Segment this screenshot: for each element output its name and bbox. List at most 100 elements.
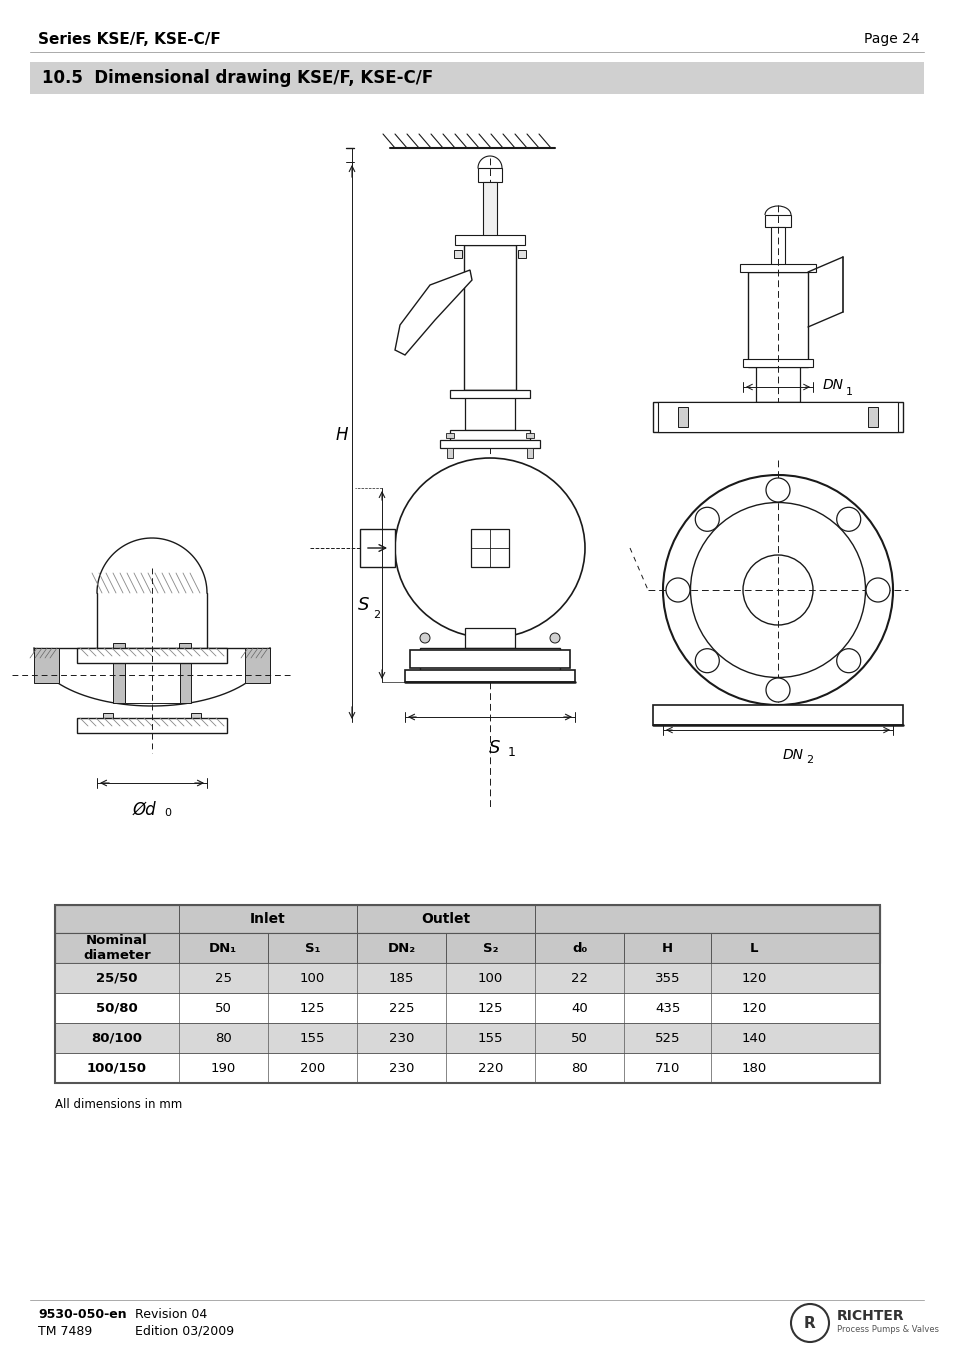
Bar: [439, 440, 539, 449]
Text: 25: 25: [214, 971, 232, 985]
Bar: [526, 449, 533, 458]
Polygon shape: [34, 648, 59, 684]
Ellipse shape: [836, 648, 860, 673]
Text: 120: 120: [740, 971, 766, 985]
Bar: [450, 430, 530, 440]
Bar: [55, 905, 879, 934]
Bar: [30, 62, 923, 95]
Bar: [450, 390, 530, 399]
Bar: [464, 390, 515, 430]
Text: RICHTER: RICHTER: [836, 1309, 903, 1323]
Ellipse shape: [662, 476, 892, 705]
Text: 80: 80: [214, 1032, 232, 1044]
Ellipse shape: [742, 555, 812, 626]
Text: H: H: [661, 942, 673, 955]
Bar: [405, 670, 575, 682]
Bar: [463, 245, 516, 390]
Bar: [55, 1023, 879, 1052]
Bar: [446, 434, 454, 438]
Text: 230: 230: [389, 1032, 414, 1044]
Text: 155: 155: [299, 1032, 325, 1044]
Text: 9530-050-en: 9530-050-en: [38, 1308, 127, 1321]
Text: 40: 40: [571, 1001, 587, 1015]
Text: 190: 190: [211, 1062, 235, 1074]
Text: d₀: d₀: [572, 942, 587, 955]
Text: 50: 50: [214, 1001, 232, 1015]
Text: 50/80: 50/80: [96, 1001, 137, 1015]
Bar: [477, 168, 501, 182]
Text: 2: 2: [805, 755, 812, 765]
Ellipse shape: [690, 503, 864, 677]
Text: 525: 525: [654, 1032, 679, 1044]
Text: Nominal
diameter: Nominal diameter: [83, 934, 151, 962]
Bar: [191, 713, 201, 725]
Bar: [740, 263, 815, 272]
Text: All dimensions in mm: All dimensions in mm: [55, 1098, 182, 1111]
Bar: [55, 963, 879, 993]
Text: Outlet: Outlet: [421, 912, 470, 925]
Bar: [55, 993, 879, 1023]
Text: 220: 220: [477, 1062, 503, 1074]
Text: TM 7489: TM 7489: [38, 1325, 92, 1337]
Text: 140: 140: [740, 1032, 766, 1044]
Text: 1: 1: [507, 746, 516, 759]
Text: 225: 225: [388, 1001, 414, 1015]
Bar: [464, 628, 515, 648]
Text: 230: 230: [389, 1062, 414, 1074]
Text: 185: 185: [389, 971, 414, 985]
Text: 710: 710: [654, 1062, 679, 1074]
Ellipse shape: [695, 507, 719, 531]
Text: 180: 180: [740, 1062, 766, 1074]
Text: S₁: S₁: [304, 942, 320, 955]
Ellipse shape: [765, 478, 789, 503]
Bar: [678, 407, 687, 427]
Text: 100: 100: [477, 971, 502, 985]
Text: Series KSE/F, KSE-C/F: Series KSE/F, KSE-C/F: [38, 32, 220, 47]
Text: 100: 100: [299, 971, 325, 985]
Polygon shape: [395, 270, 472, 355]
Text: Process Pumps & Valves: Process Pumps & Valves: [836, 1325, 938, 1335]
Text: S: S: [489, 739, 500, 757]
Bar: [482, 182, 497, 245]
Circle shape: [790, 1304, 828, 1342]
Bar: [77, 717, 227, 734]
Text: Edition 03/2009: Edition 03/2009: [135, 1325, 233, 1337]
Text: 0: 0: [164, 808, 171, 817]
Bar: [455, 235, 524, 245]
Bar: [747, 272, 807, 367]
Ellipse shape: [695, 648, 719, 673]
Text: DN₂: DN₂: [387, 942, 416, 955]
Bar: [419, 648, 559, 670]
Bar: [770, 227, 784, 272]
Text: 10.5  Dimensional drawing KSE/F, KSE-C/F: 10.5 Dimensional drawing KSE/F, KSE-C/F: [42, 69, 433, 86]
Bar: [103, 713, 112, 725]
Text: 1: 1: [845, 386, 852, 397]
Text: 80: 80: [571, 1062, 587, 1074]
Ellipse shape: [836, 507, 860, 531]
Bar: [359, 530, 395, 567]
Bar: [755, 367, 800, 403]
Ellipse shape: [395, 458, 584, 638]
Bar: [517, 250, 525, 258]
Text: Page 24: Page 24: [863, 32, 919, 46]
Text: S: S: [358, 596, 370, 613]
Bar: [55, 1052, 879, 1084]
Text: 200: 200: [299, 1062, 325, 1074]
Bar: [658, 403, 897, 432]
Text: 25/50: 25/50: [96, 971, 137, 985]
Bar: [742, 359, 812, 367]
Text: 2: 2: [373, 611, 379, 620]
Bar: [179, 643, 191, 703]
Bar: [112, 643, 125, 703]
Circle shape: [419, 634, 430, 643]
Bar: [55, 934, 879, 963]
Text: S₂: S₂: [482, 942, 497, 955]
Text: H: H: [335, 426, 348, 444]
Ellipse shape: [865, 578, 889, 603]
Text: 125: 125: [299, 1001, 325, 1015]
Text: Inlet: Inlet: [250, 912, 286, 925]
Text: DN: DN: [782, 748, 803, 762]
Text: Ød: Ød: [132, 801, 155, 819]
Circle shape: [550, 634, 559, 643]
Ellipse shape: [765, 678, 789, 703]
